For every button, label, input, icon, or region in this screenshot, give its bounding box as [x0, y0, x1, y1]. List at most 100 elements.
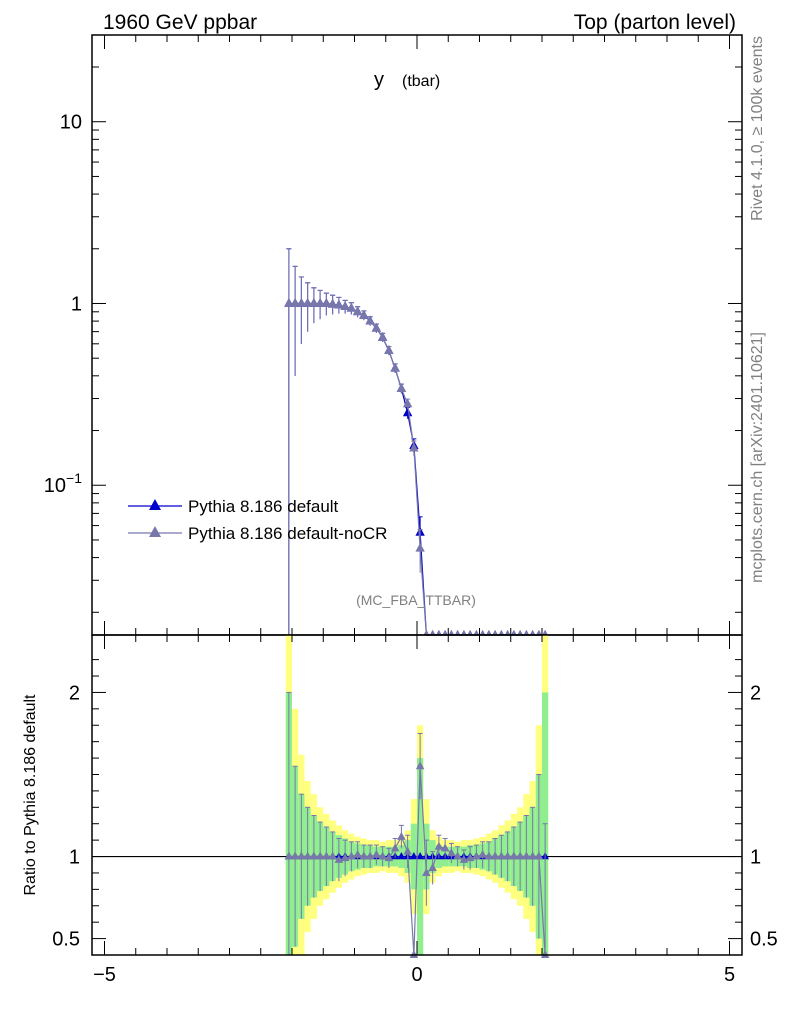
main-marker-nocr: [346, 302, 357, 312]
ratio-marker-nocr: [447, 848, 456, 857]
main-marker-nocr: [492, 630, 498, 635]
ratio-marker-default: [410, 852, 418, 860]
ratio-marker-nocr: [515, 851, 525, 860]
ratio-marker-nocr: [334, 854, 344, 863]
main-marker-nocr: [334, 299, 344, 309]
ratio-marker-nocr: [340, 853, 350, 862]
main-marker-nocr: [498, 630, 504, 635]
main-marker-nocr: [296, 297, 307, 307]
main-marker-nocr: [390, 362, 400, 372]
ratio-marker-default: [397, 852, 406, 860]
main-line-default: [288, 302, 546, 636]
main-marker-nocr: [461, 630, 467, 635]
main-marker-nocr: [480, 630, 486, 635]
ratio-xtick-label: 5: [724, 964, 735, 986]
ratio-panel-marks: [92, 635, 742, 958]
ratio-marker-nocr: [284, 851, 294, 860]
ratio-marker-nocr: [472, 851, 481, 860]
ratio-marker-nocr: [465, 853, 475, 862]
ratio-marker-nocr: [490, 851, 500, 860]
ratio-ylabel: Ratio to Pythia 8.186 default: [22, 694, 39, 896]
main-panel-marks: [284, 248, 548, 636]
main-marker-nocr: [415, 542, 425, 552]
main-marker-nocr: [290, 297, 300, 307]
ratio-marker-nocr: [422, 867, 431, 876]
ratio-marker-nocr: [384, 853, 394, 862]
main-ytick-label-exponent: −1: [66, 470, 82, 486]
main-panel-frame: [91, 34, 743, 636]
ratio-ytick-label-left: 0.5: [52, 929, 80, 951]
ratio-marker-nocr: [347, 851, 356, 860]
ratio-marker-nocr: [309, 851, 319, 860]
main-marker-nocr: [455, 630, 461, 635]
plot-title-sub: (tbar): [402, 73, 440, 90]
main-marker-nocr: [430, 630, 436, 635]
ratio-xtick-label: −5: [93, 964, 116, 986]
rivet-version-label: Rivet 4.1.0, ≥ 100k events: [749, 36, 766, 221]
header-right: Top (parton level): [574, 11, 736, 34]
ratio-marker-nocr: [503, 851, 512, 860]
ratio-marker-nocr: [365, 851, 375, 860]
ratio-marker-nocr: [484, 851, 494, 860]
main-marker-nocr: [327, 298, 338, 308]
main-marker-nocr: [511, 630, 517, 635]
main-marker-nocr: [396, 383, 407, 392]
ratio-marker-nocr: [522, 851, 531, 860]
ratio-ytick-label-left: 2: [69, 682, 80, 704]
ratio-marker-nocr: [290, 851, 300, 860]
ratio-marker-nocr: [397, 831, 406, 840]
main-marker-nocr: [365, 315, 375, 325]
mcplots-label: mcplots.cern.ch [arXiv:2401.10621]: [749, 332, 766, 583]
ratio-marker-nocr: [534, 851, 544, 860]
ratio-marker-nocr: [509, 851, 519, 860]
main-marker-nocr: [402, 398, 413, 408]
main-marker-nocr: [359, 309, 369, 319]
legend-label-default: Pythia 8.186 default: [188, 497, 339, 516]
main-ytick-label: 1: [71, 293, 82, 315]
ratio-marker-nocr: [453, 851, 462, 860]
ratio-marker-nocr: [359, 851, 369, 860]
ratio-xtick-label: 0: [411, 964, 422, 986]
main-marker-nocr: [352, 306, 363, 316]
ratio-marker-nocr: [303, 851, 312, 860]
main-marker-nocr: [486, 630, 492, 635]
ratio-marker-nocr: [528, 851, 537, 860]
main-marker-nocr: [302, 297, 313, 307]
main-marker-nocr: [371, 322, 382, 332]
ratio-marker-nocr: [459, 854, 469, 863]
main-marker-nocr: [377, 331, 388, 341]
main-marker-default: [402, 407, 413, 417]
ratio-marker-nocr: [315, 851, 325, 860]
ratio-marker-nocr: [372, 849, 381, 858]
main-ytick-label: 10: [60, 112, 82, 134]
ratio-marker-nocr: [415, 761, 425, 770]
ratio-marker-nocr: [428, 863, 437, 872]
main-marker-nocr: [536, 630, 542, 635]
ratio-marker-nocr: [322, 851, 331, 860]
main-marker-nocr: [436, 630, 442, 635]
main-marker-nocr: [409, 442, 419, 452]
main-marker-nocr: [473, 630, 479, 635]
main-marker-nocr: [523, 630, 529, 635]
main-marker-nocr: [505, 630, 511, 635]
main-marker-nocr: [542, 630, 548, 635]
main-marker-nocr: [315, 297, 325, 307]
ratio-marker-nocr: [440, 843, 450, 852]
ratio-marker-nocr: [478, 849, 487, 858]
ratio-ytick-label-left: 1: [69, 847, 80, 869]
main-marker-nocr: [340, 301, 350, 311]
ratio-marker-nocr: [403, 846, 412, 855]
main-marker-nocr: [467, 630, 473, 635]
main-marker-nocr: [517, 630, 523, 635]
main-ytick-label: 10: [44, 475, 66, 497]
ratio-ytick-label-right: 1: [750, 847, 761, 869]
ratio-ytick-label-right: 2: [750, 682, 761, 704]
plot-title: y: [374, 69, 384, 91]
main-marker-nocr: [530, 630, 536, 635]
ratio-marker-nocr: [353, 849, 362, 858]
legend-label-nocr: Pythia 8.186 default-noCR: [188, 524, 387, 543]
main-marker-nocr: [384, 345, 394, 354]
ratio-marker-nocr: [390, 843, 400, 852]
